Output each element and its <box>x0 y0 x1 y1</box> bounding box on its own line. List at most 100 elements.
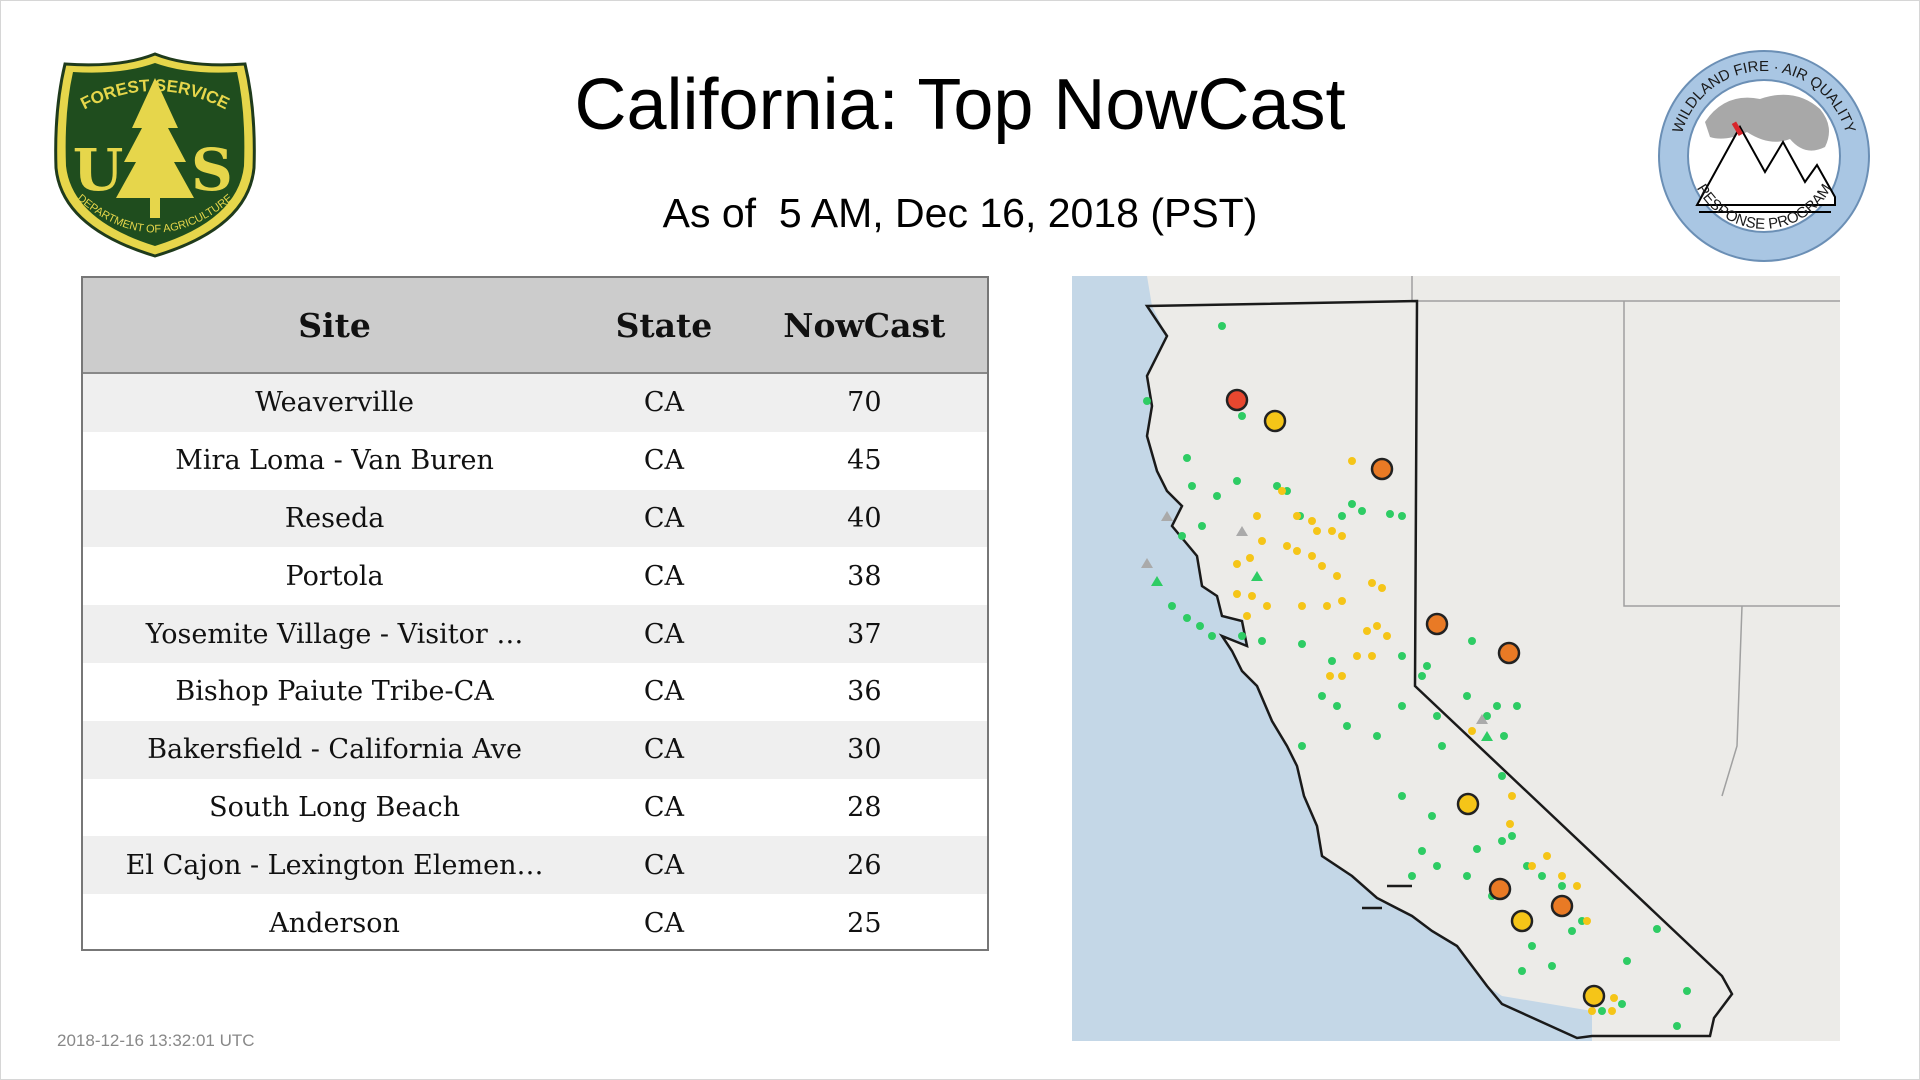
nowcast-cell: 26 <box>741 836 987 895</box>
site-dot-good <box>1683 987 1691 995</box>
california-map <box>1072 276 1840 1041</box>
marker-reseda <box>1488 877 1512 901</box>
site-dot-moderate <box>1348 457 1356 465</box>
site-dot-moderate <box>1468 727 1476 735</box>
us-letter-u: U <box>73 136 124 204</box>
site-dot-good <box>1598 1007 1606 1015</box>
marker-mira-loma <box>1550 894 1574 918</box>
site-cell: Weaverville <box>83 373 587 432</box>
site-dot-moderate <box>1558 872 1566 880</box>
table-row: Yosemite Village - Visitor … CA 37 <box>83 605 987 663</box>
marker-bakersfield <box>1456 792 1480 816</box>
site-dot-good <box>1423 662 1431 670</box>
site-dot-moderate <box>1583 917 1591 925</box>
forest-service-logo: U S FOREST SERVICE DEPARTMENT OF AGRICUL… <box>54 52 256 258</box>
nowcast-cell: 37 <box>741 605 987 663</box>
site-dot-good <box>1528 942 1536 950</box>
site-dot-good <box>1463 692 1471 700</box>
table-row: South Long Beach CA 28 <box>83 778 987 837</box>
site-dot-good <box>1258 637 1266 645</box>
good-sites <box>1143 322 1691 1030</box>
site-dot-moderate <box>1293 547 1301 555</box>
site-dot-good <box>1373 732 1381 740</box>
site-dot-moderate <box>1506 820 1514 828</box>
header-nowcast: NowCast <box>741 278 987 374</box>
site-dot-good <box>1418 672 1426 680</box>
site-dot-good <box>1196 622 1204 630</box>
site-dot-good <box>1318 692 1326 700</box>
nowcast-cell: 25 <box>741 894 987 949</box>
site-dot-moderate <box>1543 852 1551 860</box>
site-cell: Reseda <box>83 489 587 548</box>
site-dot-moderate <box>1338 532 1346 540</box>
site-dot-good <box>1208 632 1216 640</box>
site-dot-moderate <box>1528 862 1536 870</box>
site-cell: Anderson <box>83 894 587 949</box>
state-cell: CA <box>586 836 742 895</box>
site-dot-moderate <box>1353 652 1361 660</box>
site-dot-good <box>1558 882 1566 890</box>
marker-portola <box>1370 457 1394 481</box>
site-dot-moderate <box>1363 627 1371 635</box>
site-cell: Yosemite Village - Visitor … <box>83 605 587 663</box>
timestamp: 2018-12-16 13:32:01 UTC <box>57 1031 255 1050</box>
green-triangles <box>1151 571 1493 741</box>
site-dot-good <box>1238 632 1246 640</box>
nowcast-cell: 38 <box>741 547 987 606</box>
site-dot-good <box>1548 962 1556 970</box>
marker-yosemite <box>1425 612 1449 636</box>
header-site: Site <box>83 278 587 374</box>
table-row: Reseda CA 40 <box>83 489 987 548</box>
site-dot-moderate <box>1253 512 1261 520</box>
table-row: El Cajon - Lexington Elemen… CA 26 <box>83 836 987 895</box>
site-dot-moderate <box>1508 792 1516 800</box>
site-dot-good <box>1518 967 1526 975</box>
nowcast-cell: 30 <box>741 720 987 779</box>
site-dot-moderate <box>1233 560 1241 568</box>
site-dot-moderate <box>1308 517 1316 525</box>
site-dot-good <box>1328 657 1336 665</box>
site-dot-good <box>1473 845 1481 853</box>
site-dot-moderate <box>1233 590 1241 598</box>
site-dot-good <box>1238 412 1246 420</box>
table-row: Weaverville CA 70 <box>83 373 987 432</box>
site-dot-good <box>1498 772 1506 780</box>
land <box>1147 276 1840 1041</box>
site-dot-moderate <box>1338 672 1346 680</box>
site-dot-good <box>1168 602 1176 610</box>
site-dot-good <box>1348 500 1356 508</box>
site-dot-good <box>1143 397 1151 405</box>
site-cell: Bishop Paiute Tribe-CA <box>83 662 587 721</box>
site-dot-moderate <box>1383 632 1391 640</box>
site-dot-good <box>1218 322 1226 330</box>
marker-weaverville <box>1225 388 1249 412</box>
state-cell: CA <box>586 431 742 490</box>
nowcast-cell: 36 <box>741 662 987 721</box>
site-dot-moderate <box>1608 1007 1616 1015</box>
site-dot-good <box>1183 454 1191 462</box>
site-dot-good <box>1178 532 1186 540</box>
site-dot-good <box>1338 512 1346 520</box>
site-cell: South Long Beach <box>83 778 587 837</box>
site-dot-moderate <box>1283 542 1291 550</box>
marker-anderson <box>1263 409 1287 433</box>
nowcast-cell: 40 <box>741 489 987 548</box>
state-cell: CA <box>586 720 742 779</box>
site-cell: Portola <box>83 547 587 606</box>
site-dot-good <box>1198 522 1206 530</box>
site-cell: Mira Loma - Van Buren <box>83 431 587 490</box>
state-cell: CA <box>586 662 742 721</box>
site-dot-good <box>1398 652 1406 660</box>
site-dot-good <box>1653 925 1661 933</box>
site-cell: El Cajon - Lexington Elemen… <box>83 836 587 895</box>
table-header-row: Site State NowCast <box>83 278 987 374</box>
state-cell: CA <box>586 373 742 432</box>
table-row: Bishop Paiute Tribe-CA CA 36 <box>83 662 987 721</box>
state-cell: CA <box>586 547 742 606</box>
state-cell: CA <box>586 778 742 837</box>
site-dot-moderate <box>1323 602 1331 610</box>
table-row: Mira Loma - Van Buren CA 45 <box>83 431 987 490</box>
site-dot-good <box>1188 482 1196 490</box>
site-dot-moderate <box>1573 882 1581 890</box>
site-dot-moderate <box>1338 597 1346 605</box>
